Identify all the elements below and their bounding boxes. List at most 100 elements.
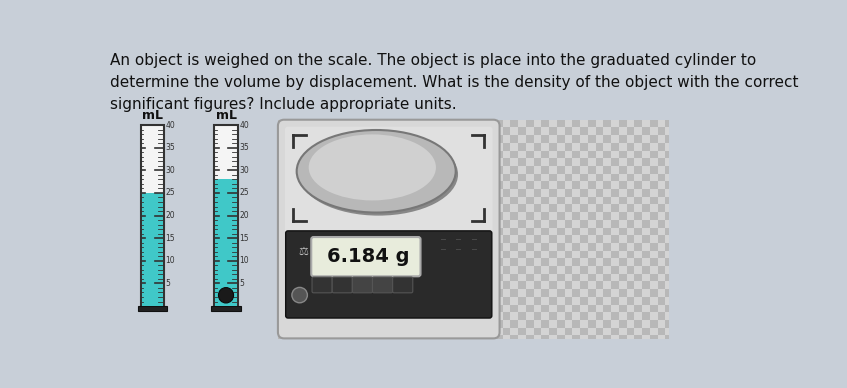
Bar [565, 151, 573, 158]
Bar [588, 305, 595, 312]
Bar [457, 251, 464, 258]
Bar [324, 312, 332, 320]
Bar [363, 281, 371, 289]
Bar [526, 143, 534, 151]
Bar [627, 289, 634, 297]
Circle shape [292, 288, 307, 303]
Bar [472, 266, 479, 274]
Bar [472, 127, 479, 135]
Bar [425, 297, 433, 305]
Bar [347, 135, 356, 143]
Bar [549, 274, 557, 281]
Bar [278, 127, 285, 135]
Bar [410, 127, 418, 135]
Bar [464, 135, 472, 143]
Bar [541, 204, 549, 212]
Bar [642, 320, 650, 327]
Bar [603, 135, 612, 143]
Bar [634, 212, 642, 220]
Bar [627, 312, 634, 320]
Bar [557, 189, 565, 197]
Bar [526, 220, 534, 227]
Bar [457, 243, 464, 251]
Bar [650, 143, 657, 151]
Bar [356, 235, 363, 243]
Bar [549, 127, 557, 135]
Bar [324, 335, 332, 339]
Bar [340, 297, 347, 305]
Bar [302, 197, 309, 204]
Bar [650, 158, 657, 166]
Bar [573, 281, 580, 289]
Bar [573, 166, 580, 173]
Bar [464, 197, 472, 204]
Bar [448, 312, 457, 320]
Bar [518, 135, 526, 143]
Bar [479, 189, 487, 197]
Bar [534, 220, 541, 227]
Bar [573, 204, 580, 212]
Bar [371, 266, 379, 274]
Bar [627, 235, 634, 243]
Bar [410, 251, 418, 258]
Bar [595, 166, 603, 173]
Bar [534, 327, 541, 335]
Bar [347, 120, 356, 127]
Bar [332, 166, 340, 173]
Bar [379, 220, 386, 227]
Bar [565, 220, 573, 227]
Bar [549, 212, 557, 220]
Bar [502, 158, 511, 166]
Bar [363, 158, 371, 166]
Bar [526, 327, 534, 335]
Bar [340, 289, 347, 297]
Bar [557, 320, 565, 327]
Ellipse shape [296, 130, 456, 213]
Bar [379, 274, 386, 281]
Bar [612, 227, 619, 235]
Bar [518, 320, 526, 327]
Bar [588, 312, 595, 320]
Text: ---: --- [472, 237, 478, 242]
Bar [627, 243, 634, 251]
Bar [302, 151, 309, 158]
Bar [595, 173, 603, 181]
Bar [627, 297, 634, 305]
Bar [317, 320, 324, 327]
Bar [293, 274, 302, 281]
Bar [634, 158, 642, 166]
Text: mL: mL [216, 109, 237, 122]
Bar [627, 274, 634, 281]
Bar [347, 220, 356, 227]
Bar [340, 151, 347, 158]
Bar [340, 305, 347, 312]
Bar [340, 327, 347, 335]
Bar [371, 258, 379, 266]
Bar [588, 281, 595, 289]
Bar [565, 281, 573, 289]
Bar [526, 135, 534, 143]
Bar [479, 320, 487, 327]
Bar [650, 181, 657, 189]
Bar [518, 212, 526, 220]
Bar [379, 312, 386, 320]
Bar [472, 120, 479, 127]
Bar [324, 197, 332, 204]
Bar [278, 173, 285, 181]
Bar [386, 189, 394, 197]
Bar [379, 135, 386, 143]
Bar [332, 227, 340, 235]
FancyBboxPatch shape [312, 277, 332, 293]
Bar [433, 243, 440, 251]
Bar [402, 220, 410, 227]
Bar [495, 120, 502, 127]
Bar [487, 258, 495, 266]
Bar [332, 212, 340, 220]
Bar [379, 212, 386, 220]
Bar [666, 181, 669, 189]
Bar [464, 320, 472, 327]
Bar [138, 306, 167, 311]
Bar [619, 204, 627, 212]
Bar [464, 227, 472, 235]
Bar [619, 297, 627, 305]
